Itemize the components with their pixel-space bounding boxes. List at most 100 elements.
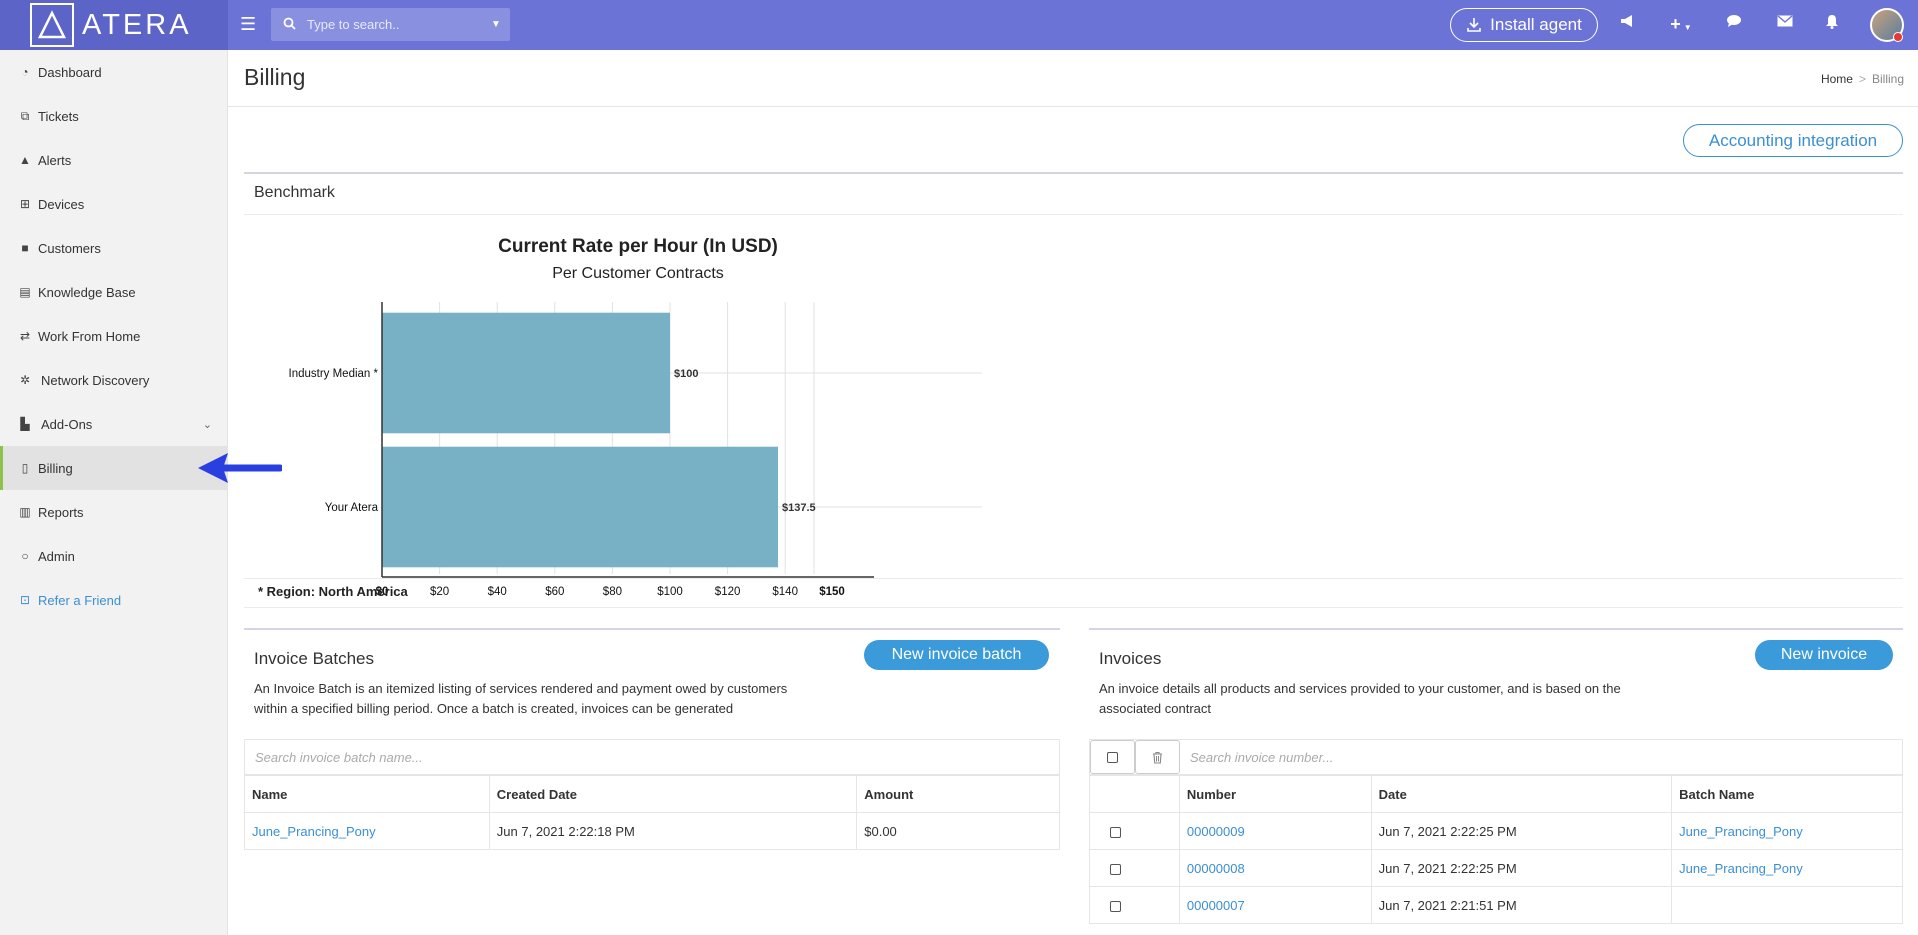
sidebar-item-customers[interactable]: ■ Customers [0, 226, 228, 270]
status-badge [1893, 32, 1903, 42]
tags-icon: ⧉ [20, 108, 30, 123]
invoice-number-link[interactable]: 00000009 [1178, 812, 1372, 850]
invoice-search-input[interactable]: Search invoice number... [1190, 749, 1334, 765]
atera-logo-mark [30, 3, 74, 47]
sidebar-item-label: Knowledge Base [38, 284, 136, 300]
checkbox-column-header [1089, 775, 1180, 813]
invoice-batch-link[interactable]: June_Prancing_Pony [1671, 812, 1903, 850]
logo[interactable]: ATERA [0, 0, 228, 50]
download-icon [1467, 18, 1481, 32]
column-header[interactable]: Amount [856, 775, 1060, 813]
sidebar-item-label: Add-Ons [41, 416, 93, 432]
chart-x-tick-label: $60 [545, 586, 564, 598]
invoice-icon: ▯ [21, 461, 29, 475]
main-content: Billing Home > Billing Accounting integrat… [228, 50, 1918, 935]
puzzle-icon: ▙ [20, 417, 30, 431]
region-note: * Region: North America [258, 584, 408, 599]
breadcrumb-home[interactable]: Home [1820, 72, 1853, 86]
gift-icon: ⊡ [19, 593, 31, 607]
divider [244, 214, 1903, 215]
sidebar-item-add-ons[interactable]: ▙ Add-Ons ⌄ [0, 402, 228, 446]
table-row: June_Prancing_Pony Jun 7, 2021 2:22:18 P… [244, 812, 1060, 850]
sidebar-item-billing[interactable]: ▯ Billing [0, 446, 228, 490]
sidebar: ◔ Dashboard ⧉ Tickets ▲ Alerts ⊞ Devices… [0, 50, 228, 935]
sidebar-item-tickets[interactable]: ⧉ Tickets [0, 94, 228, 138]
sidebar-item-dashboard[interactable]: ◔ Dashboard [0, 50, 228, 94]
remote-icon: ⇄ [19, 329, 31, 343]
sidebar-item-devices[interactable]: ⊞ Devices [0, 182, 228, 226]
global-search-input[interactable]: Type to search.. ▼ [271, 8, 510, 41]
batch-name-link[interactable]: June_Prancing_Pony [244, 812, 490, 850]
invoice-search-row: Search invoice number... [1089, 739, 1903, 775]
sidebar-item-refer-a-friend[interactable]: ⊡ Refer a Friend [0, 578, 228, 622]
chevron-down-icon[interactable]: ⌄ [202, 418, 212, 431]
sidebar-item-work-from-home[interactable]: ⇄ Work From Home [0, 314, 228, 358]
sidebar-item-reports[interactable]: ▥ Reports [0, 490, 228, 534]
chat-icon[interactable] [1723, 14, 1745, 36]
column-header[interactable]: Name [244, 775, 490, 813]
panel-border [244, 628, 1060, 630]
megaphone-icon[interactable] [1617, 14, 1639, 36]
mail-icon[interactable] [1774, 14, 1796, 36]
column-header[interactable]: Number [1178, 775, 1372, 813]
chart-bar [382, 446, 778, 568]
breadcrumb: Home > Billing [1821, 72, 1904, 86]
invoice-batches-title: Invoice Batches [254, 649, 375, 668]
sidebar-item-label: Billing [38, 460, 73, 476]
select-all-checkbox[interactable] [1090, 740, 1135, 774]
invoice-batches-table: Name Created Date Amount June_Prancing_P… [244, 775, 1060, 850]
sidebar-item-admin[interactable]: ○ Admin [0, 534, 228, 578]
row-checkbox[interactable] [1110, 826, 1121, 838]
invoice-batch-link[interactable] [1671, 886, 1903, 924]
book-icon: ▤ [19, 285, 31, 299]
install-agent-label: Install agent [1490, 15, 1582, 34]
plus-icon: + [1670, 14, 1681, 34]
circle-notch-icon: ○ [21, 549, 29, 563]
user-avatar[interactable] [1870, 8, 1904, 42]
new-invoice-batch-button[interactable]: New invoice batch [864, 640, 1049, 670]
invoice-batch-link[interactable]: June_Prancing_Pony [1671, 849, 1903, 887]
invoices-table: Number Date Batch Name 00000009 Jun 7, 2… [1089, 775, 1903, 924]
accounting-integration-button[interactable]: Accounting integration [1683, 124, 1903, 157]
sitemap-icon: ⊞ [19, 197, 31, 211]
chart-x-tick-label: $100 [657, 586, 683, 598]
column-header[interactable]: Batch Name [1671, 775, 1903, 813]
menu-toggle-icon[interactable]: ☰ [240, 14, 257, 34]
chart-category-label: Your Atera [325, 502, 379, 514]
install-agent-button[interactable]: Install agent [1450, 8, 1598, 42]
divider [244, 607, 1903, 608]
delete-button[interactable] [1135, 740, 1180, 774]
column-header[interactable]: Created Date [488, 775, 858, 813]
table-header-row: Name Created Date Amount [244, 775, 1060, 813]
bell-icon[interactable] [1821, 14, 1843, 36]
panel-border [1089, 628, 1903, 630]
sidebar-item-network-discovery[interactable]: ✲ Network Discovery [0, 358, 228, 402]
sidebar-item-label: Work From Home [38, 328, 141, 344]
chevron-down-icon[interactable]: ▼ [491, 19, 501, 30]
search-placeholder: Type to search.. [307, 17, 400, 32]
invoice-batch-search-input[interactable]: Search invoice batch name... [244, 739, 1060, 775]
sidebar-item-label: Network Discovery [41, 372, 150, 388]
column-header[interactable]: Date [1370, 775, 1673, 813]
top-bar: ATERA ☰ Type to search.. ▼ Install agent… [0, 0, 1918, 50]
divider [228, 106, 1918, 107]
breadcrumb-current: Billing [1871, 72, 1904, 86]
divider [244, 578, 1903, 579]
sidebar-item-alerts[interactable]: ▲ Alerts [0, 138, 228, 182]
invoice-date: Jun 7, 2021 2:22:25 PM [1370, 849, 1673, 887]
new-invoice-button[interactable]: New invoice [1755, 640, 1893, 670]
chart-title: Current Rate per Hour (In USD) [498, 236, 778, 257]
sidebar-item-label: Customers [38, 240, 101, 256]
invoice-number-link[interactable]: 00000008 [1178, 849, 1372, 887]
chevron-down-icon: ▼ [1683, 23, 1692, 32]
batch-amount: $0.00 [856, 812, 1060, 850]
row-checkbox[interactable] [1110, 900, 1121, 912]
sidebar-item-label: Admin [38, 548, 75, 564]
sidebar-item-knowledge-base[interactable]: ▤ Knowledge Base [0, 270, 228, 314]
add-new-dropdown[interactable]: + ▼ [1663, 14, 1699, 36]
page-title: Billing [244, 64, 306, 90]
annotation-arrow [198, 453, 282, 483]
invoice-number-link[interactable]: 00000007 [1178, 886, 1372, 924]
briefcase-icon: ■ [21, 241, 29, 255]
row-checkbox[interactable] [1110, 863, 1121, 875]
